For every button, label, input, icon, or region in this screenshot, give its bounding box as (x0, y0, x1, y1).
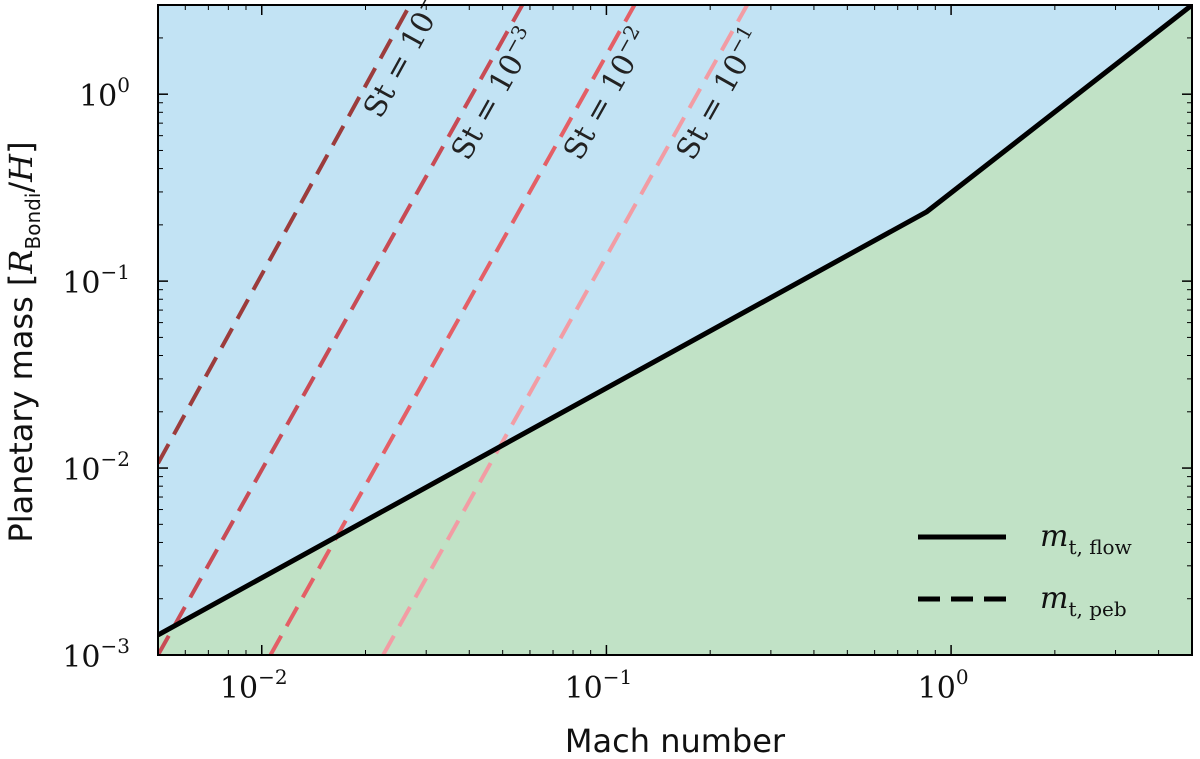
region-below-flow (158, 5, 1192, 655)
y-tick-label: 10−1 (62, 260, 130, 301)
legend-label-1: mt, flow (1040, 519, 1132, 559)
region-above-flow (158, 5, 1192, 635)
x-tick-label: 100 (918, 665, 969, 706)
x-tick-label: 10−1 (565, 665, 633, 706)
peb-line-2 (158, 5, 525, 655)
peb-line-1 (158, 5, 412, 465)
peb-line-3 (268, 5, 637, 655)
x-axis-label: Mach number (565, 722, 786, 759)
y-tick-label: 100 (79, 73, 130, 114)
peb-line-4 (381, 5, 749, 655)
legend-label-2: mt, peb (1040, 581, 1127, 621)
y-tick-label: 10−2 (62, 447, 130, 488)
flow-line (158, 5, 1192, 638)
y-axis-label: Planetary mass [RBondi/H] (2, 141, 45, 542)
plot-frame (157, 4, 1193, 656)
x-tick-label: 10−2 (220, 665, 288, 706)
y-tick-label: 10−3 (62, 634, 130, 675)
